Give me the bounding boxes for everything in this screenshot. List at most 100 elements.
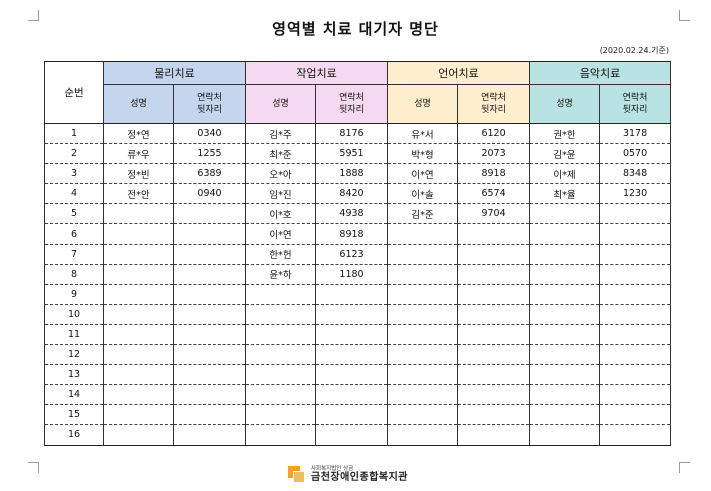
ot-contact-cell: 4938 (315, 203, 389, 225)
lt-name-cell (387, 324, 459, 346)
mt-name-cell (529, 364, 601, 386)
mt-name-cell: 최*율 (529, 183, 601, 205)
pt-contact-cell (172, 264, 247, 285)
lt-contact-cell: 8918 (457, 163, 531, 185)
ot-contact-cell (315, 304, 389, 325)
ot-name-cell: 오*아 (245, 163, 317, 185)
ot-contact-cell (315, 364, 389, 386)
lt-name-cell: 김*준 (387, 203, 459, 225)
mt-name-cell (529, 304, 601, 325)
pt-name-cell: 류*우 (103, 143, 174, 165)
mt-name-cell (529, 284, 601, 305)
lt-contact-cell (457, 284, 531, 305)
ot-name-cell: 이*호 (245, 203, 317, 225)
pt-contact-cell (172, 424, 247, 446)
mt-contact-cell: 0570 (599, 143, 672, 165)
date-note: (2020.02.24.기준) (599, 46, 669, 55)
seq-cell: 4 (44, 183, 104, 205)
seq-cell: 14 (44, 384, 104, 406)
ot-contact-cell (315, 284, 389, 305)
mt-contact-cell (599, 364, 672, 386)
ot-name-cell: 김*주 (245, 123, 317, 145)
subheader-name: 성명 (387, 84, 459, 124)
seq-cell: 9 (44, 284, 104, 305)
mt-name-cell: 이*제 (529, 163, 601, 185)
ot-name-cell (245, 304, 317, 325)
pt-name-cell (103, 424, 174, 446)
lt-name-cell: 박*형 (387, 143, 459, 165)
table-row: 9 (44, 284, 672, 305)
org-subtitle: 사회복지법인 상금 (311, 465, 354, 472)
pt-contact-cell (172, 384, 247, 406)
ot-contact-cell (315, 324, 389, 346)
lt-name-cell: 이*연 (387, 163, 459, 185)
ot-contact-cell (315, 344, 389, 366)
lt-contact-cell (457, 364, 531, 386)
mt-name-cell: 김*윤 (529, 143, 601, 165)
ot-contact-cell: 8918 (315, 223, 389, 245)
lt-name-cell (387, 284, 459, 305)
document-title: 영역별 치료 대기자 명단 (272, 20, 439, 38)
ot-name-cell: 한*헌 (245, 244, 317, 265)
subheader-contact: 연락처 뒷자리 (172, 84, 247, 124)
seq-cell: 16 (44, 424, 104, 446)
mt-contact-cell (599, 264, 672, 285)
ot-name-cell: 임*진 (245, 183, 317, 205)
seq-cell: 12 (44, 344, 104, 366)
ot-contact-cell (315, 384, 389, 406)
group-header-row: 순번 물리치료 작업치료 언어치료 음악치료 (44, 61, 672, 124)
ot-name-cell (245, 284, 317, 305)
seq-cell: 13 (44, 364, 104, 386)
seq-cell: 15 (44, 404, 104, 426)
ot-contact-cell: 1888 (315, 163, 389, 185)
seq-cell: 2 (44, 143, 104, 165)
table-row: 2 류*우 1255 최*준 5951 박*형 2073 김*윤 0570 (44, 143, 672, 165)
org-logo-icon (288, 466, 306, 484)
mt-contact-cell (599, 244, 672, 265)
lt-contact-cell: 6574 (457, 183, 531, 205)
waitlist-table: 순번 물리치료 작업치료 언어치료 음악치료 성명 연락처 뒷자리 성명 연락처… (44, 61, 672, 446)
table-row: 4 전*안 0940 임*진 8420 이*솔 6574 최*율 1230 (44, 183, 672, 205)
table-body: 1 정*연 0340 김*주 8176 유*서 6120 권*한 3178 2 류*우 1255 최*준… (44, 123, 672, 446)
pt-name-cell (103, 304, 174, 325)
group-music-therapy: 음악치료 (529, 61, 672, 85)
lt-contact-cell (457, 324, 531, 346)
seq-cell: 5 (44, 203, 104, 225)
mt-name-cell (529, 404, 601, 426)
lt-name-cell (387, 304, 459, 325)
pt-name-cell (103, 244, 174, 265)
table-row: 5 이*호 4938 김*준 9704 (44, 203, 672, 225)
pt-contact-cell (172, 223, 247, 245)
mt-contact-cell (599, 404, 672, 426)
subheader-name: 성명 (529, 84, 601, 124)
lt-name-cell (387, 344, 459, 366)
sub-header-row: 성명 연락처 뒷자리 성명 연락처 뒷자리 성명 연락처 뒷자리 성명 연락처 … (45, 84, 672, 124)
pt-contact-cell (172, 284, 247, 305)
mt-contact-cell (599, 324, 672, 346)
pt-contact-cell (172, 304, 247, 325)
mt-name-cell: 권*한 (529, 123, 601, 145)
pt-name-cell: 전*안 (103, 183, 174, 205)
seq-cell: 3 (44, 163, 104, 185)
pt-name-cell (103, 384, 174, 406)
pt-contact-cell (172, 244, 247, 265)
ot-name-cell (245, 344, 317, 366)
mt-contact-cell (599, 384, 672, 406)
pt-name-cell: 정*연 (103, 123, 174, 145)
footer-org: 사회복지법인 상금 금천장애인종합복지관 (288, 462, 408, 488)
pt-contact-cell (172, 324, 247, 346)
ot-name-cell (245, 384, 317, 406)
ot-contact-cell: 8176 (315, 123, 389, 145)
ot-name-cell (245, 324, 317, 346)
crop-mark-bottom-left (28, 462, 39, 473)
seq-cell: 7 (44, 244, 104, 265)
subheader-name: 성명 (103, 84, 174, 124)
mt-contact-cell (599, 304, 672, 325)
ot-name-cell (245, 404, 317, 426)
seq-cell: 10 (44, 304, 104, 325)
ot-name-cell (245, 364, 317, 386)
ot-contact-cell: 6123 (315, 244, 389, 265)
subheader-contact: 연락처 뒷자리 (599, 84, 672, 124)
mt-contact-cell: 3178 (599, 123, 672, 145)
lt-name-cell (387, 264, 459, 285)
